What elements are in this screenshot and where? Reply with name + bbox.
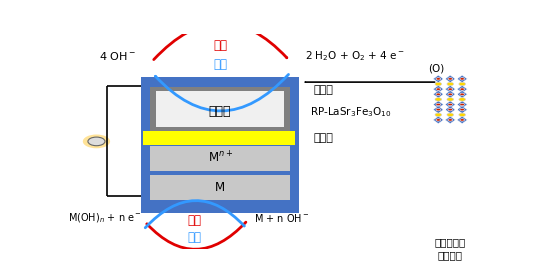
Text: 放電: 放電 [188,231,201,244]
Polygon shape [457,106,467,113]
Text: 空気極触媒
の拡大図: 空気極触媒 の拡大図 [434,237,466,260]
Text: 空気極: 空気極 [209,105,232,118]
Circle shape [448,108,453,111]
Circle shape [436,119,441,121]
Text: M(OH)$_n$ + n e$^-$: M(OH)$_n$ + n e$^-$ [68,211,142,225]
Polygon shape [457,101,467,108]
Polygon shape [457,116,467,123]
Text: 4 OH$^-$: 4 OH$^-$ [100,50,136,62]
Circle shape [435,98,442,101]
Polygon shape [433,116,443,123]
Circle shape [447,98,454,101]
Circle shape [443,94,446,95]
FancyBboxPatch shape [150,175,290,200]
Text: 2 H$_2$O + O$_2$ + 4 e$^-$: 2 H$_2$O + O$_2$ + 4 e$^-$ [305,49,405,63]
Circle shape [460,93,465,95]
Polygon shape [445,91,455,98]
Circle shape [88,137,105,146]
Circle shape [460,108,465,111]
Text: 電解質: 電解質 [314,133,334,143]
Text: M + n OH$^-$: M + n OH$^-$ [254,212,310,224]
Polygon shape [445,75,455,83]
Circle shape [454,94,458,95]
Polygon shape [457,91,467,98]
Text: (O): (O) [428,64,444,73]
Polygon shape [433,75,443,83]
Circle shape [436,93,441,95]
Polygon shape [457,75,467,83]
FancyArrowPatch shape [145,200,244,228]
Text: 放電: 放電 [213,58,227,71]
Polygon shape [433,101,443,108]
Circle shape [443,78,446,80]
Circle shape [448,88,453,90]
Polygon shape [433,91,443,98]
FancyArrowPatch shape [147,222,246,249]
Text: 充電: 充電 [188,214,201,227]
Polygon shape [445,85,455,93]
Circle shape [436,108,441,111]
Circle shape [460,78,465,80]
Text: M: M [215,181,225,193]
Polygon shape [433,85,443,93]
Circle shape [436,78,441,80]
Polygon shape [445,106,455,113]
FancyBboxPatch shape [156,91,284,127]
Polygon shape [445,101,455,108]
Circle shape [448,103,453,106]
FancyArrowPatch shape [156,74,289,111]
Circle shape [448,78,453,80]
Text: RP-LaSr$_3$Fe$_3$O$_{10}$: RP-LaSr$_3$Fe$_3$O$_{10}$ [310,105,391,119]
Circle shape [459,98,465,101]
Circle shape [460,119,465,121]
Circle shape [83,134,110,148]
FancyBboxPatch shape [144,130,295,145]
FancyBboxPatch shape [141,77,299,213]
FancyBboxPatch shape [150,146,290,171]
Circle shape [448,93,453,95]
Circle shape [459,82,465,86]
Polygon shape [457,85,467,93]
Circle shape [454,109,458,111]
Circle shape [459,113,465,116]
Circle shape [436,88,441,90]
Circle shape [448,119,453,121]
Text: 充電: 充電 [213,39,227,52]
FancyArrowPatch shape [154,23,287,60]
Circle shape [460,103,465,106]
Circle shape [460,88,465,90]
Polygon shape [445,116,455,123]
Circle shape [443,109,446,111]
Polygon shape [433,106,443,113]
Circle shape [447,113,454,116]
Circle shape [436,103,441,106]
Circle shape [454,78,458,80]
Text: M$^{n+}$: M$^{n+}$ [207,150,233,166]
Circle shape [435,113,442,116]
Text: 集電体: 集電体 [314,85,334,95]
Circle shape [435,82,442,86]
FancyBboxPatch shape [150,87,290,130]
Circle shape [447,82,454,86]
